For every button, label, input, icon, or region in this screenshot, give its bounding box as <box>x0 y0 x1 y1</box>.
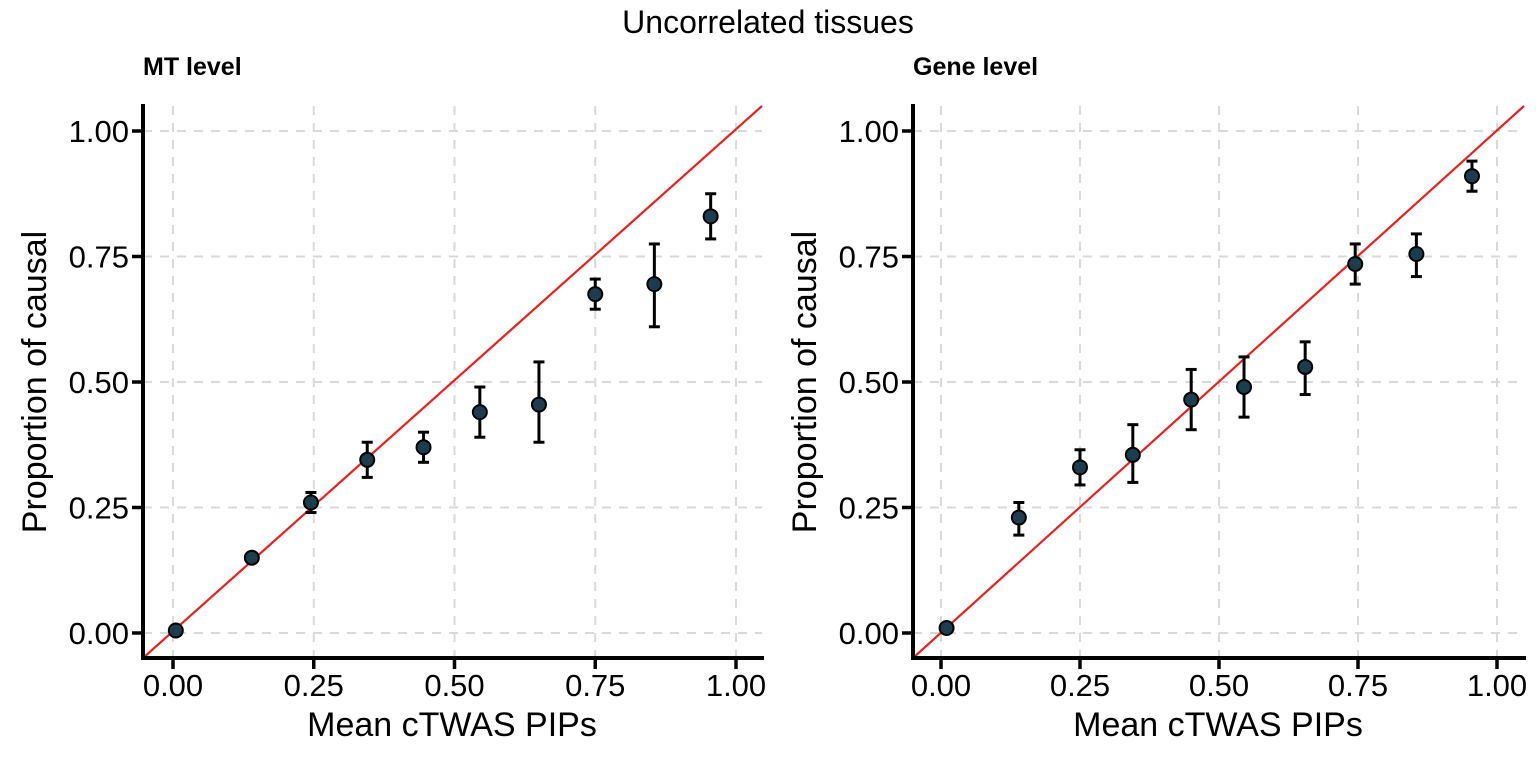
data-point <box>1347 256 1364 273</box>
y-tick-label: 1.00 <box>839 114 899 149</box>
data-point <box>1072 459 1088 476</box>
x-tick-label: 0.50 <box>1189 668 1249 703</box>
data-point <box>167 622 184 639</box>
y-tick-label: 0.50 <box>839 365 899 400</box>
data-point <box>471 404 488 421</box>
y-tick-label: 0.00 <box>839 616 899 651</box>
x-tick-label: 0.50 <box>424 668 484 703</box>
data-point <box>938 619 955 636</box>
gene-level-panel: 0.00 0.25 0.50 0.75 1.00 0.00 0.25 0.50 0.75 1.00 <box>839 104 1527 703</box>
data-point <box>302 494 319 511</box>
x-tick-label: 0.25 <box>284 668 344 703</box>
y-axis-title-left: Proportion of causal <box>16 231 54 533</box>
y-tick-label: 0.50 <box>69 365 129 400</box>
data-point <box>530 396 547 413</box>
x-tick-label: 0.00 <box>911 668 971 703</box>
x-axis-title-right: Mean cTWAS PIPs <box>1073 706 1363 744</box>
data-point <box>587 286 604 303</box>
y-tick-label: 0.25 <box>839 491 899 526</box>
mt-level-panel: 0.00 0.25 0.50 0.75 1.00 0.00 0.25 0.50 0.75 1.00 <box>69 104 766 703</box>
data-point <box>646 276 663 293</box>
x-tick-label: 0.25 <box>1050 668 1110 703</box>
data-point <box>702 208 719 225</box>
data-point <box>1183 391 1200 408</box>
y-tick-label: 0.75 <box>69 240 129 275</box>
y-axis-title-right: Proportion of causal <box>786 231 824 533</box>
data-point <box>359 451 376 468</box>
figure-title: Uncorrelated tissues <box>622 4 914 40</box>
data-point <box>243 549 260 566</box>
identity-reference-line <box>142 105 763 659</box>
panel-title-mt-level: MT level <box>143 53 242 81</box>
x-axis-title-left: Mean cTWAS PIPs <box>307 706 597 744</box>
panel-title-gene-level: Gene level <box>913 53 1038 81</box>
identity-reference-line <box>912 105 1525 659</box>
data-point <box>1010 509 1027 526</box>
y-tick-label: 0.00 <box>69 616 129 651</box>
y-tick-label: 1.00 <box>69 114 129 149</box>
data-point <box>1236 379 1253 396</box>
y-tick-label: 0.25 <box>69 491 129 526</box>
data-point <box>1463 168 1480 185</box>
x-tick-label: 1.00 <box>1467 668 1527 703</box>
x-tick-label: 0.00 <box>143 668 203 703</box>
data-point <box>415 439 432 456</box>
data-point <box>1408 245 1425 262</box>
x-tick-label: 1.00 <box>706 668 766 703</box>
data-point <box>1297 358 1314 375</box>
data-point <box>1124 446 1141 463</box>
x-tick-label: 0.75 <box>1328 668 1388 703</box>
x-tick-label: 0.75 <box>565 668 625 703</box>
y-tick-label: 0.75 <box>839 240 899 275</box>
